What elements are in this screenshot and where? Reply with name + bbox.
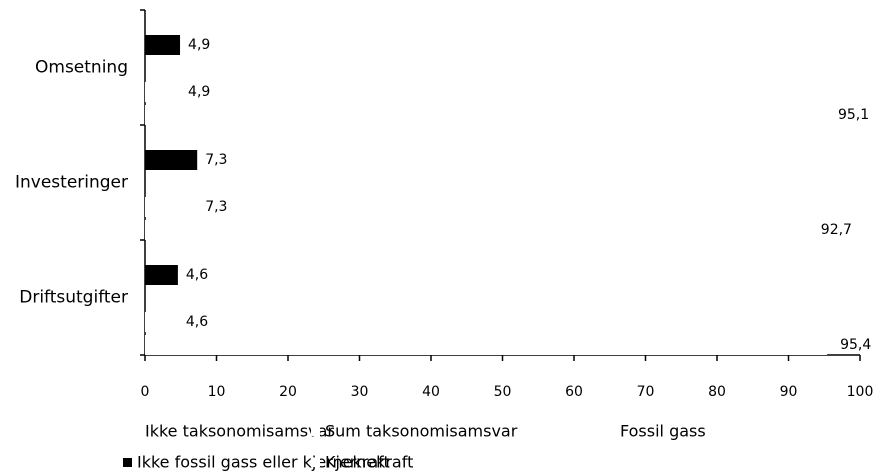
legend-label: Sum taksonomisamsvar bbox=[325, 422, 518, 441]
x-tick-label: 80 bbox=[708, 384, 726, 400]
x-tick-label: 70 bbox=[637, 384, 655, 400]
x-tick-label: 0 bbox=[141, 384, 150, 400]
legend-label: Ikke taksonomisamsvar bbox=[145, 422, 334, 441]
value-label: 7,3 bbox=[205, 152, 227, 168]
category-label: Driftsutgifter bbox=[19, 288, 128, 308]
category-label: Omsetning bbox=[35, 58, 128, 78]
x-tick-label: 30 bbox=[351, 384, 369, 400]
x-tick-label: 100 bbox=[847, 384, 874, 400]
x-tick-label: 10 bbox=[208, 384, 226, 400]
x-tick-label: 90 bbox=[780, 384, 798, 400]
legend-marker bbox=[131, 427, 140, 436]
legend-label: Kjernekraft bbox=[325, 453, 413, 472]
x-tick-label: 60 bbox=[565, 384, 583, 400]
bar bbox=[145, 220, 808, 240]
value-label: 4,9 bbox=[188, 37, 210, 53]
value-label: 95,4 bbox=[840, 337, 871, 353]
x-tick-label: 50 bbox=[494, 384, 512, 400]
category-label: Investeringer bbox=[15, 173, 128, 193]
bar bbox=[145, 335, 828, 355]
bar bbox=[145, 82, 181, 102]
legend-marker bbox=[606, 427, 615, 436]
bar bbox=[145, 197, 198, 217]
value-label: 92,7 bbox=[821, 222, 852, 238]
value-label: 7,3 bbox=[205, 199, 227, 215]
bar bbox=[145, 105, 825, 125]
bar bbox=[145, 265, 178, 285]
value-label: 4,6 bbox=[186, 267, 208, 283]
bar bbox=[145, 35, 181, 55]
bar bbox=[145, 312, 178, 332]
legend-marker bbox=[123, 458, 132, 467]
legend-marker bbox=[311, 427, 320, 436]
legend-marker bbox=[311, 458, 320, 467]
legend-label: Ikke fossil gass eller kjernekraft bbox=[137, 453, 390, 472]
value-label: 4,9 bbox=[188, 84, 210, 100]
bar bbox=[145, 150, 198, 170]
value-label: 95,1 bbox=[838, 107, 869, 123]
value-label: 4,6 bbox=[186, 314, 208, 330]
x-tick-label: 40 bbox=[422, 384, 440, 400]
x-tick-label: 20 bbox=[279, 384, 297, 400]
legend-label: Fossil gass bbox=[620, 422, 706, 441]
